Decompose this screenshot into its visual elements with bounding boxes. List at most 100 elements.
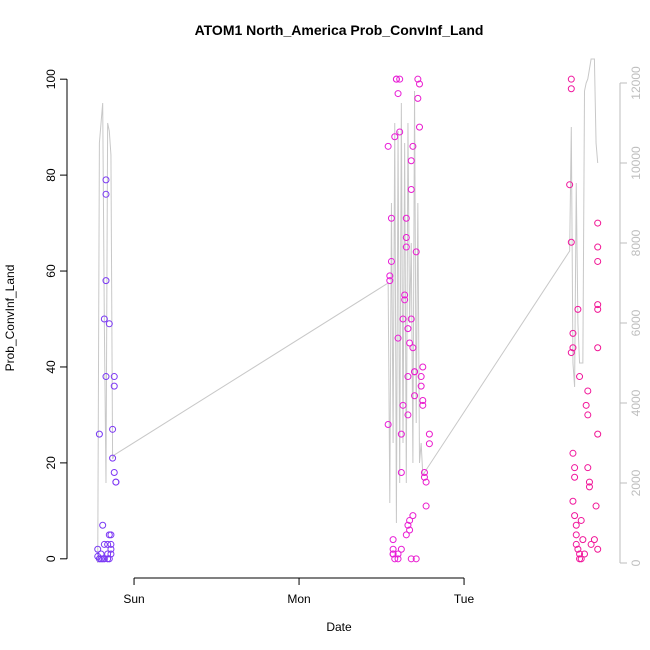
point (567, 238, 575, 246)
point (404, 521, 412, 529)
point (572, 531, 580, 539)
point (104, 540, 112, 548)
y-tick-label: 80 (44, 168, 58, 182)
point (576, 550, 584, 558)
point (594, 430, 602, 438)
x-tick-label: Mon (287, 592, 310, 606)
y-tick-label: 20 (44, 456, 58, 470)
y2-tick-label: 0 (629, 559, 643, 566)
point (419, 401, 427, 409)
point (394, 334, 402, 342)
point (394, 90, 402, 98)
point (411, 368, 419, 376)
point (569, 344, 577, 352)
point (576, 373, 584, 381)
point (386, 272, 394, 280)
point (407, 555, 415, 563)
point (582, 401, 590, 409)
point (402, 214, 410, 222)
x-axis-label: Date (326, 620, 352, 634)
point (590, 536, 598, 544)
point (404, 373, 412, 381)
x-tick-label: Tue (454, 592, 475, 606)
point (594, 344, 602, 352)
x-tick-label: Sun (123, 592, 144, 606)
point (419, 363, 427, 371)
point (407, 315, 415, 323)
point (425, 430, 433, 438)
point (414, 75, 422, 83)
point (409, 142, 417, 150)
y2-tick-label: 2000 (629, 469, 643, 496)
point (397, 430, 405, 438)
point (571, 464, 579, 472)
point (592, 502, 600, 510)
point (422, 502, 430, 510)
point (569, 449, 577, 457)
point (584, 411, 592, 419)
point (94, 545, 102, 553)
line-series (97, 58, 599, 564)
point (581, 550, 589, 558)
point (567, 85, 575, 93)
point (407, 186, 415, 193)
point (577, 516, 585, 524)
y2-tick-label: 8000 (629, 229, 643, 256)
point (594, 257, 602, 265)
point (100, 540, 108, 548)
point (110, 468, 118, 476)
point (417, 373, 425, 381)
point (594, 301, 602, 309)
point (415, 123, 423, 131)
y-axis-label: Prob_ConvInf_Land (3, 265, 17, 372)
point (105, 555, 113, 563)
point (574, 545, 582, 553)
point (420, 468, 428, 476)
point (105, 320, 113, 328)
point (579, 536, 587, 544)
point (415, 80, 423, 88)
point (107, 531, 115, 539)
point (102, 190, 110, 198)
point (396, 128, 404, 136)
point (574, 305, 582, 313)
point (577, 555, 585, 563)
chart-title: ATOM1 North_America Prob_ConvInf_Land (195, 22, 484, 38)
point (401, 296, 409, 304)
point (569, 497, 577, 505)
point (409, 344, 417, 352)
point (391, 555, 399, 563)
point (572, 521, 580, 529)
point (402, 233, 410, 241)
point (100, 315, 108, 323)
point (422, 478, 430, 486)
point (567, 349, 575, 357)
point (407, 157, 415, 165)
point (402, 243, 410, 251)
point (417, 382, 425, 390)
point (571, 512, 579, 520)
point (97, 550, 105, 558)
point (389, 536, 397, 544)
point (109, 425, 117, 433)
point (102, 176, 110, 184)
y2-tick-label: 12000 (629, 66, 643, 100)
point (419, 397, 427, 405)
y-tick-label: 60 (44, 264, 58, 278)
point (99, 521, 107, 529)
point (412, 555, 420, 563)
point (396, 75, 404, 83)
point (594, 545, 602, 553)
point (594, 219, 602, 227)
point (387, 257, 395, 265)
point (404, 411, 412, 419)
point (406, 516, 414, 524)
y-tick-label: 100 (44, 69, 58, 89)
point (102, 373, 110, 381)
point (394, 550, 402, 558)
point (420, 473, 428, 481)
y2-tick-label: 10000 (629, 146, 643, 180)
point (397, 545, 405, 553)
point (569, 329, 577, 337)
